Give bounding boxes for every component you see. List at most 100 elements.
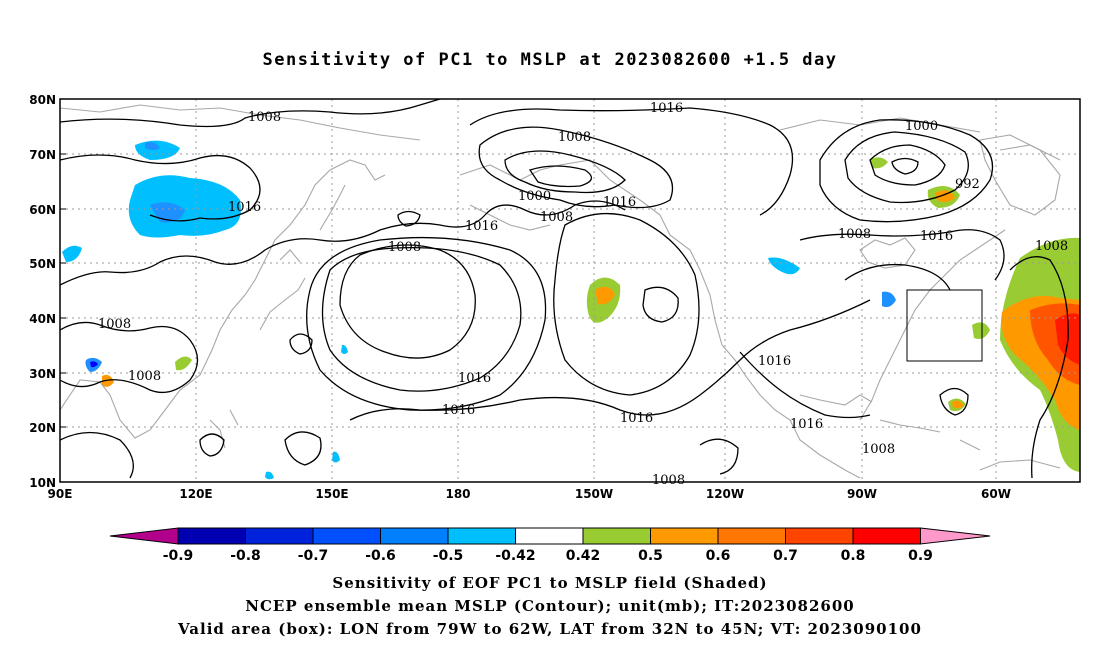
lon-label: 90W: [847, 487, 877, 501]
contour-line: [891, 157, 919, 175]
neg-patch-west: [62, 245, 82, 262]
contour-line: [349, 299, 871, 421]
contour-label: 1016: [790, 417, 823, 432]
contour-line: [1009, 256, 1069, 479]
coast-kamchatka: [319, 184, 346, 231]
axis-ticks: [60, 98, 66, 483]
contour-label: 1016: [758, 354, 791, 369]
pos-patch-greenland-core: [935, 190, 955, 203]
pos-patch-box: [972, 322, 990, 339]
neg-patch-small-1: [341, 344, 348, 354]
colorbar-segment: [650, 527, 719, 545]
contour-line: [844, 131, 969, 204]
colorbar-label: 0.5: [638, 548, 663, 564]
colorbar-high-extend: [920, 527, 991, 545]
coast-mexico: [744, 374, 861, 479]
colorbar-label: -0.42: [495, 548, 535, 564]
colorbar-segment: [380, 527, 449, 545]
chart-title: Sensitivity of PC1 to MSLP at 2023082600…: [262, 50, 838, 70]
contour-label: 1016: [228, 200, 261, 215]
footer-line-1: Sensitivity of EOF PC1 to MSLP field (Sh…: [332, 574, 768, 592]
coastlines: [60, 104, 1061, 479]
lat-label: 60N: [29, 203, 56, 217]
contour-label: 1008: [248, 110, 281, 125]
colorbar-segment: [312, 527, 381, 545]
colorbar-label: 0.42: [566, 548, 601, 564]
colorbar-label: 0.9: [908, 548, 933, 564]
contour-line: [289, 333, 313, 355]
coast-gulf: [799, 394, 873, 406]
contour-line: [60, 321, 199, 394]
pos-patch-caribbean-core: [952, 400, 964, 409]
contour-label: 1000: [905, 119, 938, 134]
neg-patch-north: [135, 140, 180, 160]
contour-line: [869, 144, 946, 186]
contour-line: [939, 387, 969, 416]
lat-label: 70N: [29, 148, 56, 162]
contour-label: 1008: [1035, 239, 1068, 254]
contour-line: [699, 438, 739, 475]
contour-label: 1008: [540, 210, 573, 225]
contour-label: 1016: [458, 371, 491, 386]
colorbar-segment: [852, 527, 921, 545]
pos-patch-bengal: [102, 374, 114, 387]
contour-label: 1008: [98, 317, 131, 332]
colorbar-label: 0.6: [706, 548, 731, 564]
contour-label: 1016: [442, 403, 475, 418]
coast-asia: [60, 159, 386, 439]
contour-label: 992: [955, 177, 980, 192]
contour-line: [60, 99, 441, 128]
coast-caribbean: [879, 419, 981, 451]
graticule: [60, 99, 1080, 482]
pos-patch-pacific-core: [595, 286, 615, 305]
contour-line: [321, 246, 522, 392]
contour-line: [469, 107, 794, 216]
contour-label: 1008: [652, 473, 685, 488]
contour-label: 1016: [920, 229, 953, 244]
colorbar-label: 0.8: [841, 548, 866, 564]
valid-area-box: [906, 289, 983, 362]
contour-line: [284, 431, 322, 466]
colorbar-segment: [447, 527, 516, 545]
neg-patch-small-3: [265, 471, 274, 480]
contour-line: [528, 165, 592, 188]
coast-alaska: [459, 159, 746, 376]
lat-label: 20N: [29, 421, 56, 435]
contour-line: [60, 154, 261, 222]
lat-label: 50N: [29, 257, 56, 271]
contour-label: 1016: [603, 195, 636, 210]
lon-label: 150E: [315, 487, 348, 501]
lat-label: 10N: [29, 476, 56, 490]
contour-line: [799, 229, 1005, 281]
contour-label: 1008: [558, 130, 591, 145]
lat-label: 30N: [29, 367, 56, 381]
lat-label: 80N: [29, 93, 56, 107]
lon-label: 180: [445, 487, 470, 501]
colorbar-segment: [582, 527, 651, 545]
contour-label: 1000: [518, 189, 551, 204]
colorbar-label: -0.6: [365, 548, 396, 564]
contour-label: 1016: [465, 219, 498, 234]
latitude-labels: 80N 70N 60N 50N 40N 30N 20N 10N: [29, 93, 56, 490]
contour-line: [60, 431, 134, 479]
coast-japan: [259, 249, 306, 331]
contour-label: 1008: [862, 442, 895, 457]
colorbar-segment: [785, 527, 854, 545]
coast-south-america: [979, 459, 1061, 471]
colorbar-segment: [515, 527, 584, 545]
colorbar-label: -0.9: [163, 548, 194, 564]
neg-patch-india-core: [90, 361, 98, 368]
lon-label: 150W: [575, 487, 613, 501]
footer-line-3: Valid area (box): LON from 79W to 62W, L…: [178, 620, 922, 638]
contour-label: 1016: [650, 101, 683, 116]
neg-patch-pacific-nw: [768, 257, 800, 275]
neg-patch-greatlakes: [882, 291, 896, 308]
colorbar-label: -0.7: [298, 548, 329, 564]
contour-line: [553, 212, 700, 396]
colorbar-label: -0.5: [433, 548, 464, 564]
longitude-labels: 90E 120E 150E 180 150W 120W 90W 60W: [48, 487, 1011, 501]
sensitivity-shading: [62, 140, 1080, 480]
lon-label: 60W: [981, 487, 1011, 501]
contour-line: [819, 119, 994, 223]
